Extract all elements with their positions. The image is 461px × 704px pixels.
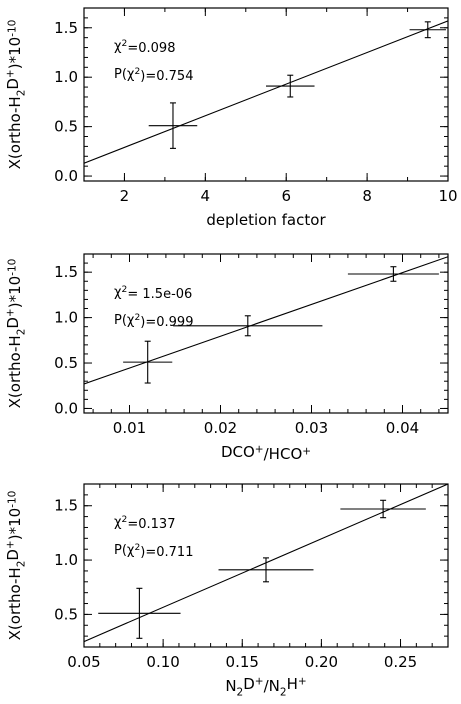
x-tick-label: 0.05 <box>67 653 100 671</box>
y-tick-label: 1.5 <box>54 263 78 281</box>
y-axis-label: X(ortho-H2D+)*10-10 <box>4 20 28 170</box>
y-tick-label: 1.5 <box>54 497 78 515</box>
data-point <box>266 74 315 98</box>
chart-panel-2: 0.01 0.02 0.03 0.04 0.0 0.5 1.0 1.5 DCO+/HCO+ X(o… <box>4 253 449 463</box>
data-point <box>409 21 446 39</box>
x-tick-label: 0.01 <box>113 419 146 437</box>
data-point <box>173 315 323 337</box>
y-tick-label: 1.0 <box>54 309 78 327</box>
y-tick-label: 0.5 <box>54 605 78 623</box>
x-tick-label: 0.04 <box>386 419 419 437</box>
x-axis-label: N2D+/N2H+ <box>225 675 306 699</box>
axes-frame <box>83 253 449 414</box>
fit-line <box>84 256 448 385</box>
x-tick-label: 0.20 <box>305 653 338 671</box>
x-tick-label: 6 <box>281 187 291 205</box>
data-point <box>98 587 181 639</box>
data-point <box>148 102 198 149</box>
probability-annotation: P(χ2)=0.754 <box>114 67 193 84</box>
x-tick-label: 10 <box>438 187 457 205</box>
x-tick-label: 0.03 <box>295 419 328 437</box>
y-tick-label: 1.0 <box>54 68 78 86</box>
data-point <box>340 499 426 519</box>
x-tick-label: 2 <box>120 187 130 205</box>
y-tick-label: 0.5 <box>54 354 78 372</box>
probability-annotation: P(χ2)=0.999 <box>114 313 193 330</box>
y-axis-label: X(ortho-H2D+)*10-10 <box>4 259 28 409</box>
data-point <box>218 557 314 583</box>
y-axis-label: X(ortho-H2D+)*10-10 <box>4 491 28 641</box>
x-tick-label: 0.02 <box>204 419 237 437</box>
probability-annotation: P(χ2)=0.711 <box>114 543 193 560</box>
chi-square-annotation: χ2= 1.5e-06 <box>114 285 192 302</box>
x-tick-label: 8 <box>362 187 372 205</box>
y-tick-label: 0.0 <box>54 399 78 417</box>
x-tick-label: 0.10 <box>146 653 179 671</box>
x-tick-label: 4 <box>201 187 211 205</box>
data-point <box>347 266 439 282</box>
data-point <box>123 340 173 384</box>
x-axis-label: DCO+/HCO+ <box>221 443 311 463</box>
y-tick-label: 1.0 <box>54 551 78 569</box>
axes-frame <box>83 483 449 648</box>
y-tick-label: 0.5 <box>54 118 78 136</box>
x-axis-label: depletion factor <box>206 211 326 229</box>
x-tick-label: 0.25 <box>384 653 417 671</box>
x-tick-label: 0.15 <box>226 653 259 671</box>
y-tick-label: 0.0 <box>54 167 78 185</box>
axes-frame <box>83 7 449 182</box>
chi-square-annotation: χ2=0.098 <box>114 39 175 56</box>
fit-line <box>84 20 448 164</box>
chi-square-annotation: χ2=0.137 <box>114 515 175 532</box>
chart-panel-3: 0.05 0.10 0.15 0.20 0.25 0.5 1.0 1.5 N2D+/N2H+ X(… <box>4 483 449 699</box>
y-tick-label: 1.5 <box>54 19 78 37</box>
chart-panel-1: 2 4 6 8 10 0.0 0.5 1.0 1.5 depletion factor X(orth… <box>4 7 458 229</box>
